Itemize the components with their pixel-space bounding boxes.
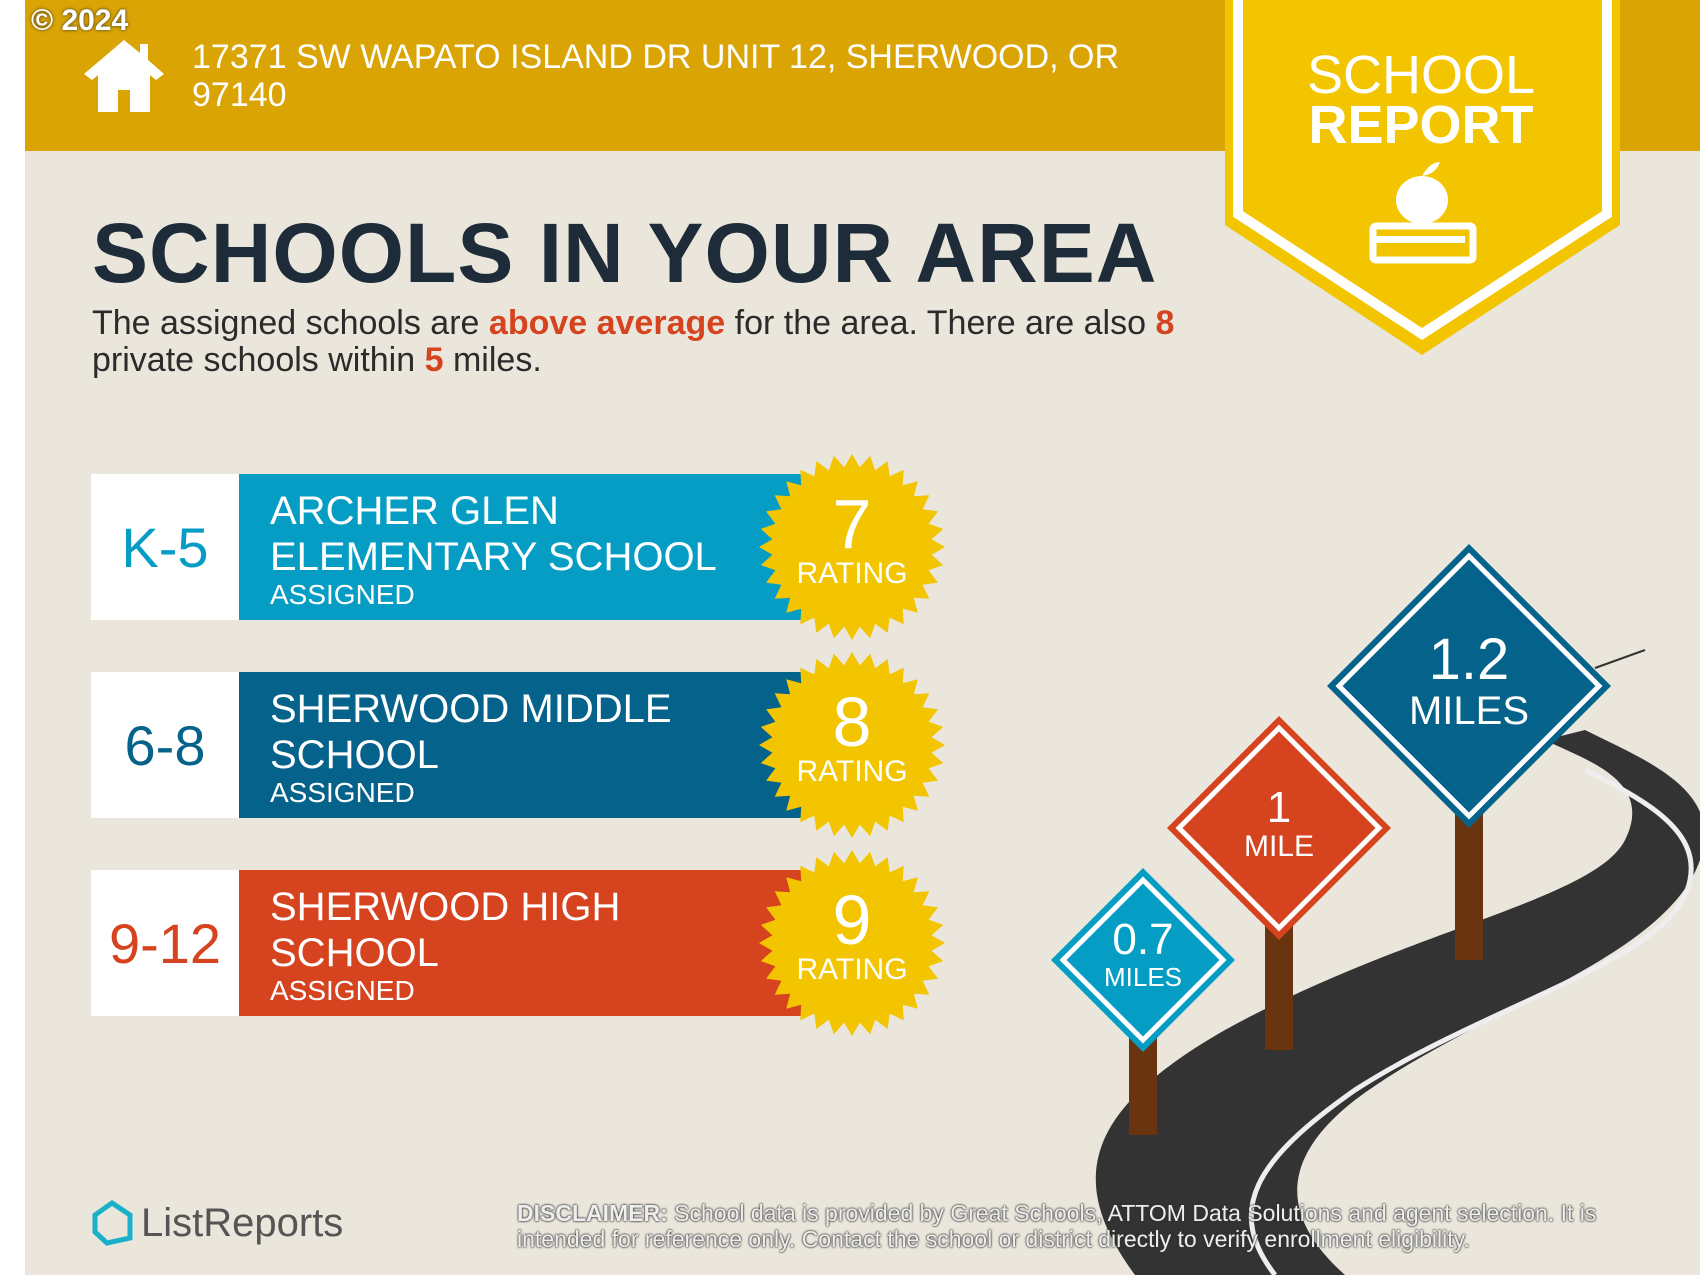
rating-starburst	[759, 652, 945, 838]
school-info: ARCHER GLEN ELEMENTARY SCHOOL ASSIGNED	[239, 474, 809, 620]
badge-title: SCHOOL REPORT	[1306, 45, 1536, 155]
address-line-2: 97140	[192, 76, 287, 114]
school-report-card: © 2024 17371 SW WAPATO ISLAND DR UNIT 12…	[25, 0, 1700, 1275]
rating-value: 8	[832, 683, 872, 761]
sign-distance: 0.7	[1112, 915, 1174, 965]
rating-starburst	[759, 850, 945, 1036]
rating-value: 7	[832, 485, 872, 563]
rating-highlight: above average	[488, 304, 726, 342]
rating-badge: 9 RATING	[759, 850, 945, 1036]
apple-on-book-icon	[1369, 162, 1477, 264]
school-info: SHERWOOD HIGH SCHOOL ASSIGNED	[239, 870, 809, 1016]
property-address: 17371 SW WAPATO ISLAND DR UNIT 12, SHERW…	[192, 38, 1172, 114]
sign-distance: 1	[1266, 783, 1292, 833]
school-report-badge	[1225, 0, 1620, 355]
listreports-logo-icon	[92, 1200, 133, 1246]
radius-miles: 5	[424, 341, 444, 379]
house-icon	[84, 40, 164, 112]
page-title: SCHOOLS IN YOUR AREA	[92, 206, 1158, 300]
rating-value: 9	[832, 881, 872, 959]
rating-label: RATING	[796, 953, 908, 986]
address-line-1: 17371 SW WAPATO ISLAND DR UNIT 12, SHERW…	[192, 38, 1120, 76]
school-name: SHERWOOD MIDDLE SCHOOL	[270, 687, 672, 777]
disclaimer: DISCLAIMER: School data is provided by G…	[517, 1200, 1597, 1252]
school-row[interactable]: 9-12 SHERWOOD HIGH SCHOOL ASSIGNED 9 RATIN…	[91, 850, 945, 1036]
diamond-sign-shape	[1327, 544, 1611, 828]
school-status: ASSIGNED	[270, 975, 415, 1006]
rating-label: RATING	[796, 557, 908, 590]
school-info: SHERWOOD MIDDLE SCHOOL ASSIGNED	[239, 672, 809, 818]
diamond-sign-shape	[1167, 716, 1391, 940]
rating-starburst	[759, 454, 945, 640]
private-school-count: 8	[1155, 304, 1175, 342]
sign-unit: MILES	[1408, 688, 1530, 733]
school-name: ARCHER GLEN ELEMENTARY SCHOOL	[270, 489, 717, 579]
diamond-sign-shape	[1051, 868, 1235, 1052]
distance-sign: 0.7 MILES	[1051, 868, 1235, 1052]
rating-badge: 8 RATING	[759, 652, 945, 838]
school-row[interactable]: 6-8 SHERWOOD MIDDLE SCHOOL ASSIGNED 8 RATI…	[91, 652, 945, 838]
rating-badge: 7 RATING	[759, 454, 945, 640]
sign-distance: 1.2	[1428, 626, 1510, 692]
copyright: © 2024	[31, 4, 129, 37]
rating-label: RATING	[796, 755, 908, 788]
grade-range: 6-8	[91, 672, 239, 818]
summary-text: The assigned schools are above average f…	[92, 304, 1175, 379]
sign-unit: MILES	[1103, 962, 1183, 993]
distance-sign: 1 MILE	[1167, 716, 1391, 940]
school-name: SHERWOOD HIGH SCHOOL	[270, 885, 621, 975]
school-row[interactable]: K-5 ARCHER GLEN ELEMENTARY SCHOOL ASSIGNE…	[91, 454, 945, 640]
sign-unit: MILE	[1243, 830, 1315, 864]
grade-range: K-5	[91, 474, 239, 620]
school-status: ASSIGNED	[270, 777, 415, 808]
school-status: ASSIGNED	[270, 579, 415, 610]
road-illustration	[1095, 649, 1700, 1275]
grade-range: 9-12	[91, 870, 239, 1016]
listreports-logo: ListReports	[91, 1200, 343, 1246]
distance-sign: 1.2 MILES	[1327, 544, 1611, 828]
